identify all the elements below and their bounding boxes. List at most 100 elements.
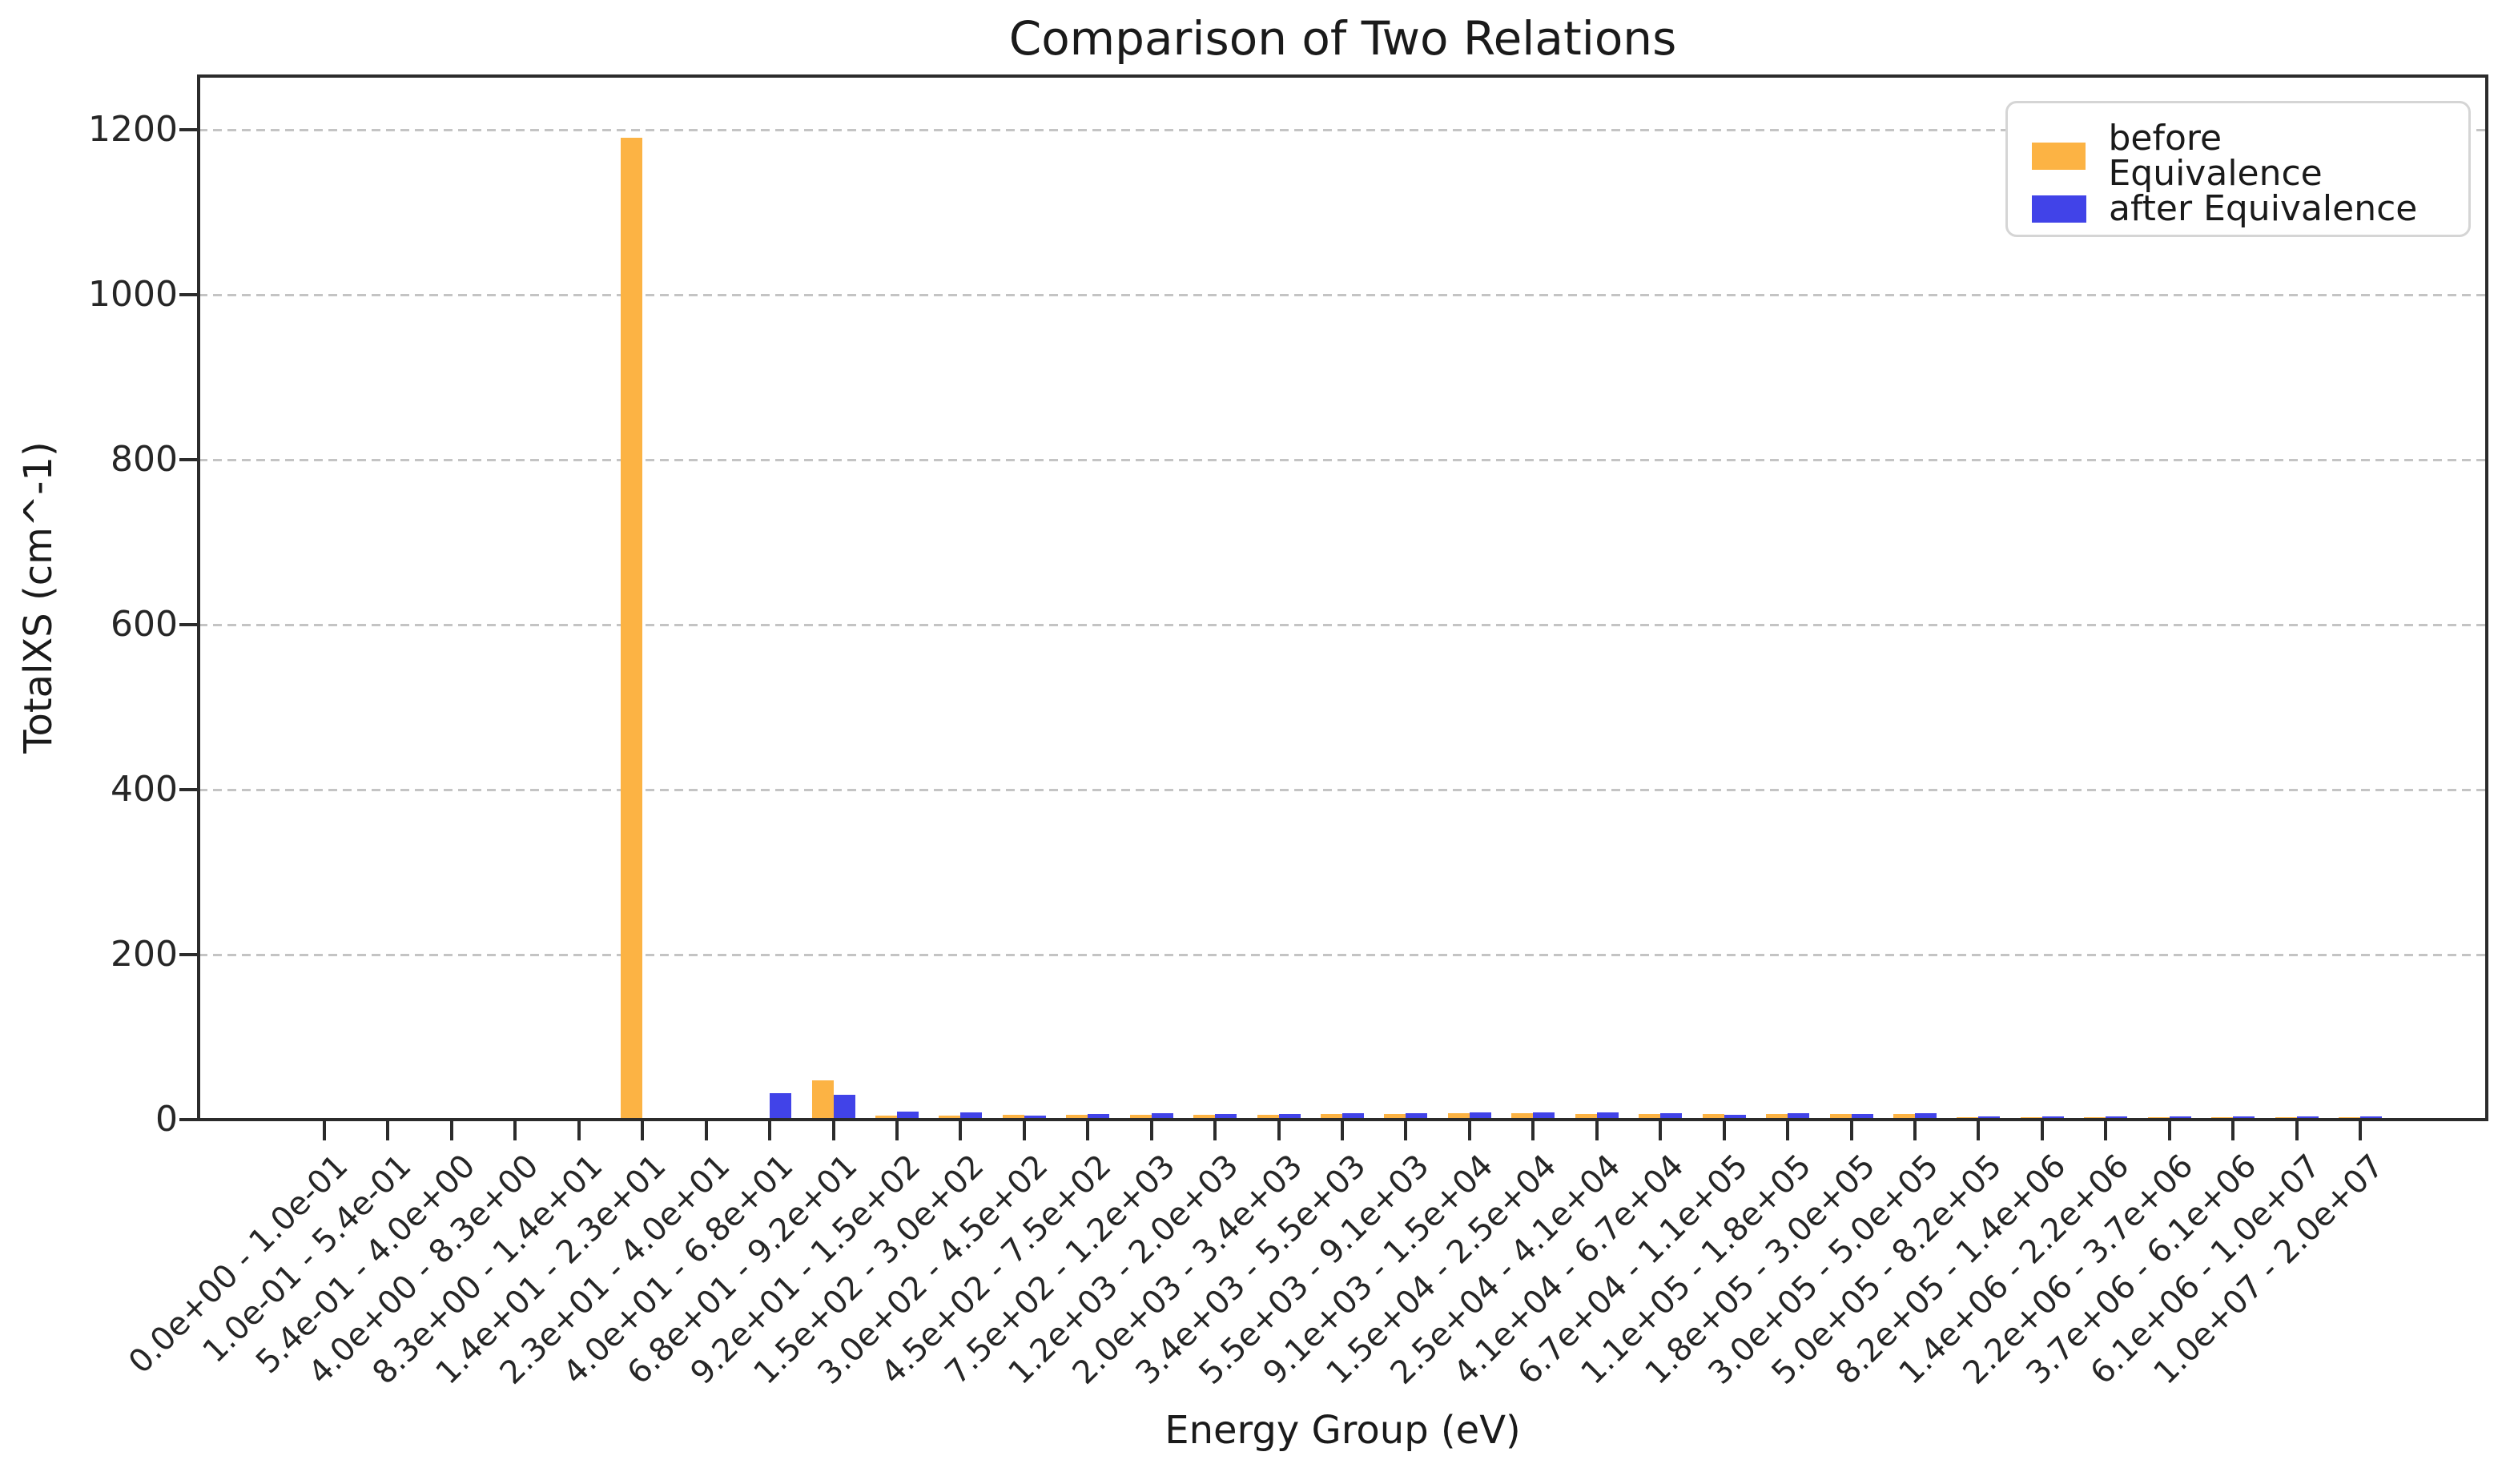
x-tick [1404, 1121, 1408, 1140]
y-tick-label: 1200 [88, 109, 178, 150]
legend-swatch-before-icon [2032, 143, 2086, 170]
bar-before-equivalence [1766, 1113, 1788, 1120]
bar-after-equivalence [1788, 1113, 1810, 1120]
x-tick [449, 1121, 453, 1140]
axis-spine-top [197, 74, 2488, 78]
x-tick [2295, 1121, 2299, 1140]
x-tick [2167, 1121, 2171, 1140]
y-tick [179, 1118, 197, 1121]
bar-after-equivalence [1088, 1113, 1110, 1120]
x-tick [2040, 1121, 2044, 1140]
bar-after-equivalence [1406, 1112, 1428, 1120]
axis-spine-left [197, 74, 200, 1121]
x-tick [1531, 1121, 1535, 1140]
bar-before-equivalence [1702, 1114, 1724, 1120]
bar-before-equivalence [621, 138, 643, 1120]
x-tick [1213, 1121, 1217, 1140]
bar-after-equivalence [2360, 1116, 2382, 1120]
y-tick-label: 1000 [88, 274, 178, 315]
x-axis-label: Energy Group (eV) [1164, 1408, 1521, 1453]
y-tick [179, 953, 197, 956]
bar-before-equivalence [1321, 1113, 1342, 1120]
bar-after-equivalence [1914, 1113, 1937, 1120]
bar-after-equivalence [1533, 1112, 1555, 1120]
bar-after-equivalence [2296, 1116, 2319, 1120]
bar-before-equivalence [811, 1080, 834, 1120]
y-tick [179, 788, 197, 791]
bar-after-equivalence [1342, 1112, 1364, 1120]
x-tick [1022, 1121, 1026, 1140]
x-tick [1467, 1121, 1471, 1140]
x-tick [1722, 1121, 1726, 1140]
axis-spine-bottom [197, 1118, 2488, 1121]
bar-before-equivalence [1447, 1112, 1470, 1120]
bar-before-equivalence [1511, 1112, 1534, 1120]
x-tick [1149, 1121, 1153, 1140]
y-tick [179, 293, 197, 296]
gridline [199, 294, 2487, 296]
gridline [199, 624, 2487, 626]
bar-after-equivalence [2233, 1116, 2255, 1120]
x-tick [386, 1121, 390, 1140]
x-tick [768, 1121, 772, 1140]
legend-swatch-after-icon [2032, 195, 2086, 223]
y-tick-label: 400 [111, 769, 178, 810]
y-tick-label: 0 [155, 1099, 178, 1140]
y-tick [179, 458, 197, 461]
bar-after-equivalence [960, 1112, 983, 1120]
plot-area [199, 76, 2487, 1120]
bar-after-equivalence [1024, 1116, 1046, 1120]
x-tick [1341, 1121, 1344, 1140]
y-tick-label: 800 [111, 439, 178, 480]
bar-before-equivalence [1639, 1113, 1661, 1120]
x-tick [1786, 1121, 1790, 1140]
bar-before-equivalence [875, 1116, 897, 1120]
x-tick [1086, 1121, 1090, 1140]
bar-after-equivalence [1596, 1112, 1619, 1120]
bar-after-equivalence [1215, 1113, 1237, 1120]
x-tick [831, 1121, 835, 1140]
bar-after-equivalence [896, 1112, 919, 1120]
bar-after-equivalence [1724, 1115, 1746, 1120]
legend-label-after: after Equivalence [2109, 188, 2418, 229]
axis-spine-right [2485, 74, 2488, 1121]
x-tick [1277, 1121, 1281, 1140]
x-tick [1595, 1121, 1599, 1140]
bar-before-equivalence [1002, 1114, 1024, 1120]
x-tick [895, 1121, 899, 1140]
y-tick-label: 200 [111, 934, 178, 975]
bar-after-equivalence [2041, 1116, 2064, 1120]
bar-before-equivalence [1829, 1113, 1852, 1120]
bar-before-equivalence [1384, 1113, 1406, 1120]
x-tick [2104, 1121, 2108, 1140]
bar-before-equivalence [1066, 1114, 1088, 1120]
bar-before-equivalence [939, 1115, 961, 1120]
x-tick [1913, 1121, 1917, 1140]
legend: before Equivalence after Equivalence [2005, 101, 2471, 237]
x-tick [1849, 1121, 1853, 1140]
bar-after-equivalence [1469, 1112, 1491, 1120]
y-tick-label: 600 [111, 604, 178, 645]
x-tick [2359, 1121, 2362, 1140]
y-tick [179, 128, 197, 131]
bar-before-equivalence [1257, 1114, 1279, 1120]
bar-after-equivalence [833, 1095, 855, 1120]
bar-before-equivalence [1193, 1114, 1216, 1120]
chart-title: Comparison of Two Relations [1008, 11, 1677, 66]
x-tick [577, 1121, 581, 1140]
x-tick [959, 1121, 963, 1140]
bar-after-equivalence [1851, 1114, 1873, 1120]
bar-before-equivalence [1129, 1114, 1152, 1120]
x-tick [1659, 1121, 1663, 1140]
x-tick [641, 1121, 645, 1140]
gridline [199, 789, 2487, 791]
bar-after-equivalence [1978, 1116, 2001, 1120]
legend-item-after: after Equivalence [2032, 191, 2444, 227]
bar-after-equivalence [2169, 1116, 2191, 1120]
gridline [199, 954, 2487, 956]
gridline [199, 129, 2487, 131]
bar-after-equivalence [1278, 1113, 1301, 1120]
x-tick [513, 1121, 517, 1140]
bar-after-equivalence [770, 1093, 792, 1120]
